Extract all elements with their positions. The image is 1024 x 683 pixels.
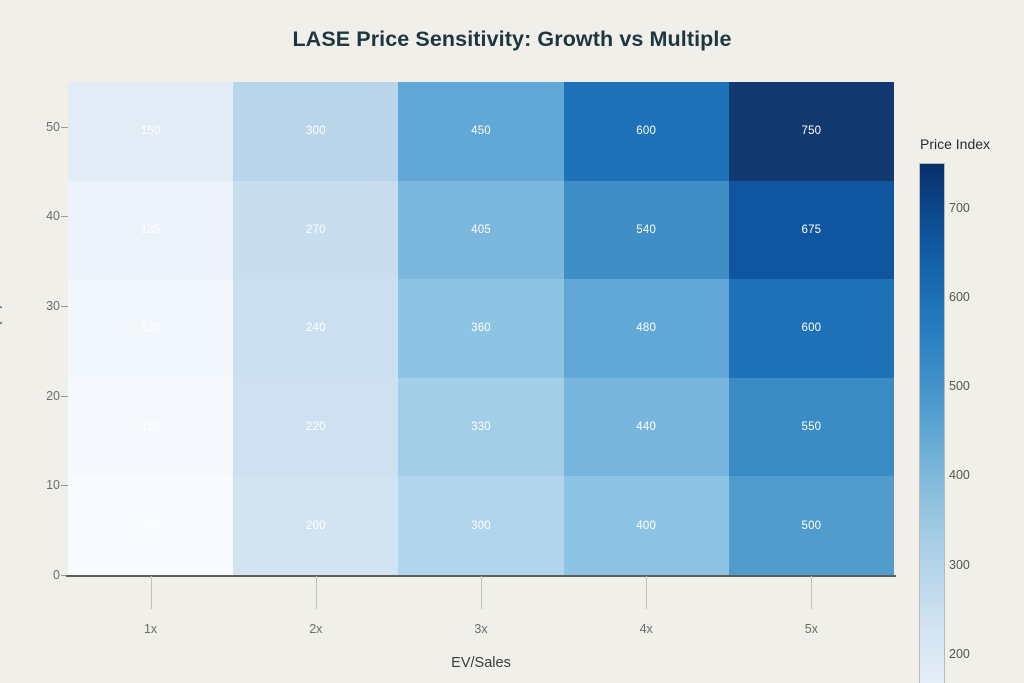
heatmap-cell-value: 600 bbox=[801, 322, 822, 335]
y-tick-label: 40 bbox=[46, 209, 60, 224]
y-tick-label: 20 bbox=[46, 388, 60, 403]
colorbar-gradient bbox=[919, 163, 945, 683]
x-tick-label: 1x bbox=[143, 622, 158, 636]
heatmap-cell-value: 330 bbox=[471, 421, 491, 434]
heatmap-cell-value: 600 bbox=[636, 125, 657, 138]
heatmap-cell-value: 300 bbox=[471, 519, 491, 532]
x-tick-mark bbox=[481, 576, 482, 609]
heatmap-cell-value: 360 bbox=[471, 322, 491, 335]
heatmap-cell-value: 220 bbox=[305, 421, 326, 434]
y-tick-mark bbox=[61, 306, 68, 308]
colorbar-title: Price Index bbox=[920, 136, 991, 152]
y-tick-mark bbox=[61, 575, 68, 576]
x-axis-title: EV/Sales bbox=[451, 655, 511, 671]
heatmap-cell[interactable]: 330 bbox=[398, 377, 564, 477]
heatmap-cell[interactable]: 100 bbox=[68, 476, 234, 575]
y-tick-label: 0 bbox=[53, 568, 60, 582]
y-tick-label: 50 bbox=[46, 119, 60, 134]
y-tick-mark bbox=[61, 216, 68, 218]
heatmap-cell-value: 100 bbox=[140, 519, 161, 532]
heatmap-cell[interactable]: 600 bbox=[563, 82, 729, 181]
heatmap-cell-value: 450 bbox=[471, 125, 491, 138]
heatmap-cell[interactable]: 600 bbox=[728, 279, 894, 378]
heatmap-cell-value: 440 bbox=[636, 421, 657, 434]
heatmap-cell-value: 270 bbox=[305, 223, 326, 236]
colorbar-tick-label: 700 bbox=[949, 200, 970, 215]
heatmap-cell-value: 500 bbox=[801, 519, 822, 532]
heatmap-cell[interactable]: 300 bbox=[398, 476, 564, 575]
heatmap-cell-value: 135 bbox=[140, 223, 161, 236]
y-axis-title: CAGR (%) bbox=[0, 303, 3, 373]
x-tick-label: 3x bbox=[474, 622, 488, 636]
x-tick-mark bbox=[811, 576, 813, 609]
colorbar-tick-label: 200 bbox=[949, 646, 970, 661]
x-tick-mark bbox=[646, 576, 648, 609]
heatmap-cell[interactable]: 405 bbox=[398, 180, 564, 280]
heatmap-cell[interactable]: 110 bbox=[68, 377, 234, 477]
heatmap-cell[interactable]: 675 bbox=[728, 180, 894, 280]
heatmap-cell-value: 150 bbox=[140, 125, 161, 138]
x-axis-line bbox=[66, 575, 896, 577]
colorbar-tick-label: 400 bbox=[949, 468, 970, 483]
heatmap-cell[interactable]: 480 bbox=[563, 279, 729, 378]
heatmap-cell[interactable]: 440 bbox=[563, 377, 729, 477]
heatmap-cell[interactable]: 400 bbox=[563, 476, 729, 575]
heatmap-plot-area: 150 300 450 600 750 135 270 405 540 675 120 240 360 4… bbox=[68, 82, 894, 575]
x-tick-label: 5x bbox=[804, 622, 818, 636]
heatmap-cell[interactable]: 220 bbox=[233, 377, 399, 477]
heatmap-cell-value: 405 bbox=[471, 223, 491, 236]
heatmap-cell-value: 675 bbox=[801, 223, 822, 236]
heatmap-cell-value: 750 bbox=[801, 125, 822, 138]
y-tick-mark bbox=[61, 126, 68, 128]
heatmap-cell[interactable]: 450 bbox=[398, 82, 564, 181]
heatmap-cell[interactable]: 500 bbox=[728, 476, 894, 575]
heatmap-cell-value: 400 bbox=[636, 519, 657, 532]
y-tick-mark bbox=[61, 485, 68, 487]
y-tick-mark bbox=[61, 395, 68, 397]
colorbar-tick-label: 300 bbox=[949, 557, 970, 572]
x-tick-label: 4x bbox=[639, 622, 653, 636]
y-tick-label: 10 bbox=[46, 478, 60, 493]
heatmap-cell-value: 120 bbox=[140, 322, 161, 335]
heatmap-cell[interactable]: 300 bbox=[233, 82, 399, 181]
heatmap-cell[interactable]: 550 bbox=[728, 377, 894, 477]
heatmap-cell-value: 480 bbox=[636, 322, 657, 335]
page-title: LASE Price Sensitivity: Growth vs Multip… bbox=[292, 27, 732, 51]
heatmap-cell[interactable]: 750 bbox=[728, 82, 894, 181]
heatmap-cell-value: 550 bbox=[801, 421, 822, 434]
heatmap-cell-value: 540 bbox=[636, 223, 657, 236]
heatmap-cell[interactable]: 120 bbox=[68, 279, 234, 378]
heatmap-grid: 150 300 450 600 750 135 270 405 540 675 120 240 360 4… bbox=[68, 82, 894, 575]
heatmap-cell[interactable]: 360 bbox=[398, 279, 564, 378]
heatmap-cell-value: 200 bbox=[305, 519, 326, 532]
x-tick-label: 2x bbox=[309, 622, 323, 636]
x-tick-mark bbox=[315, 576, 317, 609]
heatmap-cell[interactable]: 150 bbox=[68, 82, 234, 181]
heatmap-cell[interactable]: 540 bbox=[563, 180, 729, 280]
heatmap-cell-value: 240 bbox=[305, 322, 326, 335]
heatmap-cell-value: 110 bbox=[141, 421, 161, 434]
y-tick-label: 30 bbox=[46, 299, 60, 314]
heatmap-cell[interactable]: 200 bbox=[233, 476, 399, 575]
heatmap-cell-value: 300 bbox=[305, 125, 326, 138]
heatmap-cell[interactable]: 270 bbox=[233, 180, 399, 280]
heatmap-cell[interactable]: 135 bbox=[68, 180, 234, 280]
heatmap-cell[interactable]: 240 bbox=[233, 279, 399, 378]
x-tick-mark bbox=[150, 576, 152, 609]
colorbar-tick-label: 600 bbox=[949, 289, 970, 304]
colorbar-tick-label: 500 bbox=[949, 379, 970, 394]
